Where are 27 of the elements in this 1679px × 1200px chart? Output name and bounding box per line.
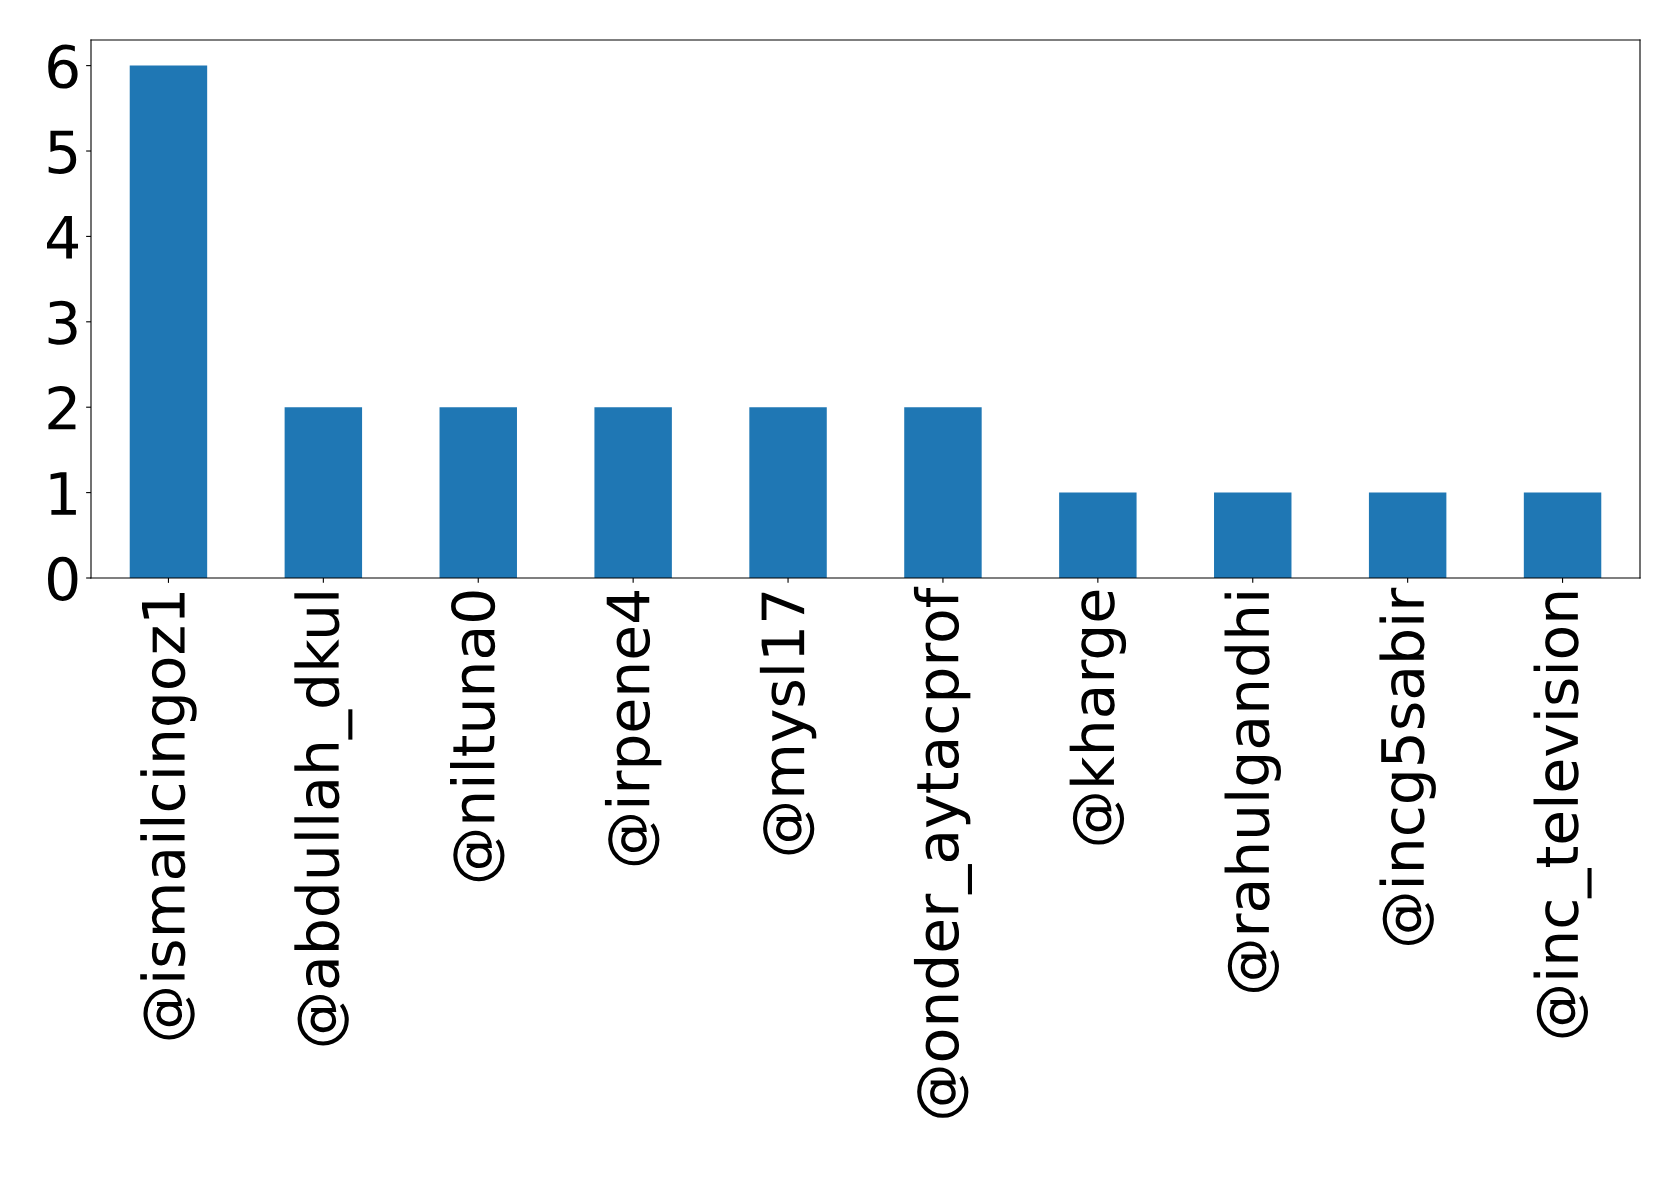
- y-tick-label: 1: [50, 472, 76, 515]
- y-tick-label: 5: [48, 130, 77, 175]
- bar: [1523, 492, 1602, 578]
- bar: [749, 407, 827, 578]
- y-tick-label: 4: [47, 216, 79, 259]
- x-tick-label: @incg5sabir: [1379, 587, 1436, 945]
- x-tick-label: @niltuna0: [450, 591, 505, 882]
- y-tick-label: 0: [48, 556, 78, 601]
- y-tick-label: 3: [48, 300, 77, 345]
- bar: [904, 407, 982, 578]
- bar: [1368, 492, 1447, 578]
- bar: [1214, 492, 1292, 578]
- x-tick-label: @rahulgandhi: [1224, 593, 1281, 993]
- bar: [439, 407, 517, 578]
- x-tick-label: @ismailcingoz1: [140, 593, 197, 1040]
- x-tick-label: @kharge: [1069, 590, 1127, 845]
- bar: [129, 65, 208, 578]
- bar: [594, 407, 672, 578]
- y-tick-label: 2: [48, 386, 76, 430]
- x-tick-label: @inc_television: [1533, 592, 1592, 1038]
- bar: [1059, 492, 1137, 578]
- x-tick-label: @mysl17: [759, 592, 817, 855]
- x-tick-label: @irpene4: [604, 591, 662, 866]
- y-tick-label: 6: [48, 44, 78, 89]
- bar: [284, 407, 363, 578]
- x-tick-label: @onder_aytacprof: [913, 586, 972, 1118]
- x-tick-label: @abdullah_dkul: [294, 593, 353, 1046]
